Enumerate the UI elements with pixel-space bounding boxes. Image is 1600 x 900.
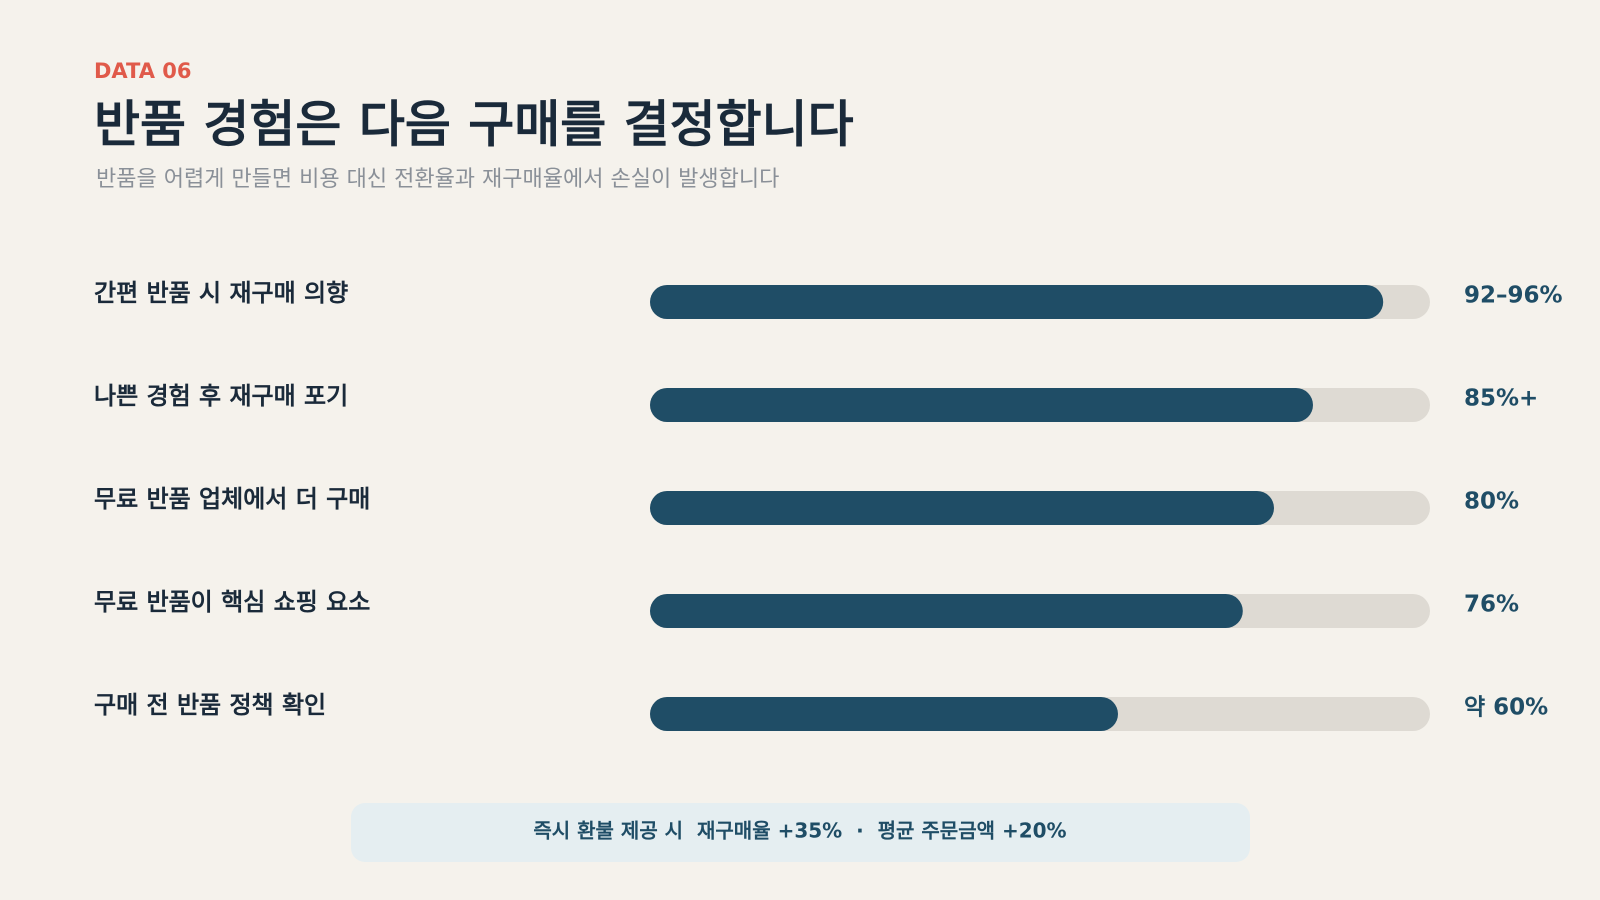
bar — [650, 697, 1118, 731]
bar — [650, 285, 1384, 319]
note: 즉시 환불 제공 시 재구매율 +35% · 평균 주문금액 +20% — [533, 819, 1066, 843]
value-label: 92–96% — [1464, 283, 1563, 309]
value-label: 76% — [1464, 592, 1519, 618]
value-label: 80% — [1464, 489, 1519, 515]
kicker: DATA 06 — [94, 59, 192, 83]
value-label: 약 60% — [1464, 695, 1548, 721]
subtitle: 반품을 어렵게 만들면 비용 대신 전환율과 재구매율에서 손실이 발생합니다 — [96, 167, 779, 192]
category-label: 나쁜 경험 후 재구매 포기 — [94, 382, 348, 410]
category-label: 간편 반품 시 재구매 의향 — [94, 279, 348, 307]
bar — [650, 491, 1274, 525]
value-label: 85%+ — [1464, 386, 1538, 412]
note-box — [351, 803, 1250, 862]
category-label: 무료 반품 업체에서 더 구매 — [94, 485, 370, 513]
chart-title: 반품 경험은 다음 구매를 결정합니다 — [94, 96, 854, 154]
category-label: 구매 전 반품 정책 확인 — [94, 691, 326, 719]
bar — [650, 388, 1313, 422]
bar — [650, 594, 1243, 628]
category-label: 무료 반품이 핵심 쇼핑 요소 — [94, 588, 370, 616]
